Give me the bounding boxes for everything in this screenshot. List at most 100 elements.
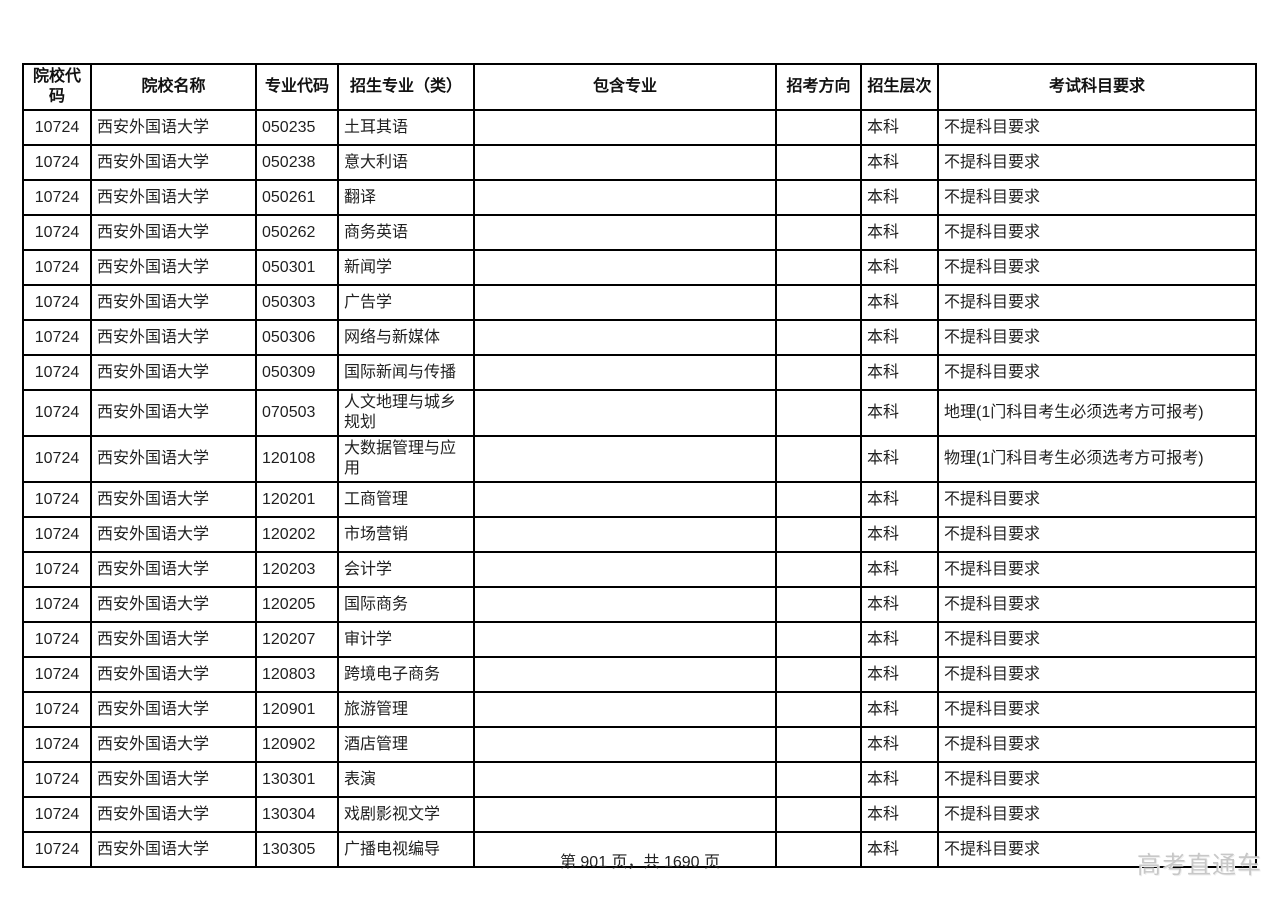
cell-included-majors bbox=[473, 109, 777, 146]
cell-major-code: 130301 bbox=[255, 761, 339, 798]
cell-college-name: 西安外国语大学 bbox=[90, 726, 257, 763]
table-row: 10724 西安外国语大学 120202 市场营销 本科 不提科目要求 bbox=[22, 516, 1257, 553]
cell-subject-requirement: 不提科目要求 bbox=[937, 551, 1257, 588]
cell-major: 土耳其语 bbox=[337, 109, 475, 146]
table-body: 10724 西安外国语大学 050235 土耳其语 本科 不提科目要求 1072… bbox=[22, 109, 1257, 868]
table-row: 10724 西安外国语大学 120901 旅游管理 本科 不提科目要求 bbox=[22, 691, 1257, 728]
cell-college-code: 10724 bbox=[22, 319, 92, 356]
cell-exam-direction bbox=[775, 109, 862, 146]
cell-subject-requirement: 不提科目要求 bbox=[937, 726, 1257, 763]
cell-subject-requirement: 不提科目要求 bbox=[937, 144, 1257, 181]
cell-college-code: 10724 bbox=[22, 179, 92, 216]
cell-major-code: 050301 bbox=[255, 249, 339, 286]
cell-college-name: 西安外国语大学 bbox=[90, 249, 257, 286]
table-row: 10724 西安外国语大学 120108 大数据管理与应用 本科 物理(1门科目… bbox=[22, 435, 1257, 483]
cell-included-majors bbox=[473, 179, 777, 216]
cell-college-code: 10724 bbox=[22, 481, 92, 518]
header-college-code: 院校代码 bbox=[22, 63, 92, 111]
cell-college-code: 10724 bbox=[22, 109, 92, 146]
cell-exam-direction bbox=[775, 691, 862, 728]
cell-subject-requirement: 物理(1门科目考生必须选考方可报考) bbox=[937, 435, 1257, 483]
cell-college-name: 西安外国语大学 bbox=[90, 319, 257, 356]
cell-major: 广播电视编导 bbox=[337, 831, 475, 868]
header-major-code: 专业代码 bbox=[255, 63, 339, 111]
cell-major-code: 120108 bbox=[255, 435, 339, 483]
cell-major-code: 050262 bbox=[255, 214, 339, 251]
cell-exam-direction bbox=[775, 249, 862, 286]
cell-college-name: 西安外国语大学 bbox=[90, 516, 257, 553]
cell-subject-requirement: 不提科目要求 bbox=[937, 516, 1257, 553]
cell-included-majors bbox=[473, 284, 777, 321]
admission-plan-table: 院校代码 院校名称 专业代码 招生专业（类） 包含专业 招考方向 招生层次 考试… bbox=[22, 63, 1257, 868]
cell-major: 跨境电子商务 bbox=[337, 656, 475, 693]
cell-enrollment-level: 本科 bbox=[860, 551, 939, 588]
cell-major: 人文地理与城乡规划 bbox=[337, 389, 475, 437]
cell-college-name: 西安外国语大学 bbox=[90, 435, 257, 483]
cell-major: 大数据管理与应用 bbox=[337, 435, 475, 483]
cell-major-code: 120902 bbox=[255, 726, 339, 763]
header-included-majors: 包含专业 bbox=[473, 63, 777, 111]
cell-major-code: 130304 bbox=[255, 796, 339, 833]
header-row: 院校代码 院校名称 专业代码 招生专业（类） 包含专业 招考方向 招生层次 考试… bbox=[22, 63, 1257, 111]
cell-major-code: 050261 bbox=[255, 179, 339, 216]
cell-exam-direction bbox=[775, 354, 862, 391]
cell-enrollment-level: 本科 bbox=[860, 691, 939, 728]
cell-college-name: 西安外国语大学 bbox=[90, 656, 257, 693]
cell-major-code: 050309 bbox=[255, 354, 339, 391]
table-row: 10724 西安外国语大学 050301 新闻学 本科 不提科目要求 bbox=[22, 249, 1257, 286]
header-subject-requirement: 考试科目要求 bbox=[937, 63, 1257, 111]
cell-major: 戏剧影视文学 bbox=[337, 796, 475, 833]
cell-major: 翻译 bbox=[337, 179, 475, 216]
cell-included-majors bbox=[473, 144, 777, 181]
table-row: 10724 西安外国语大学 130301 表演 本科 不提科目要求 bbox=[22, 761, 1257, 798]
cell-enrollment-level: 本科 bbox=[860, 214, 939, 251]
cell-college-code: 10724 bbox=[22, 726, 92, 763]
cell-college-name: 西安外国语大学 bbox=[90, 109, 257, 146]
cell-subject-requirement: 不提科目要求 bbox=[937, 249, 1257, 286]
cell-enrollment-level: 本科 bbox=[860, 726, 939, 763]
cell-exam-direction bbox=[775, 214, 862, 251]
cell-major: 审计学 bbox=[337, 621, 475, 658]
cell-major: 国际新闻与传播 bbox=[337, 354, 475, 391]
cell-exam-direction bbox=[775, 726, 862, 763]
cell-subject-requirement: 不提科目要求 bbox=[937, 354, 1257, 391]
cell-major-code: 120901 bbox=[255, 691, 339, 728]
table-row: 10724 西安外国语大学 070503 人文地理与城乡规划 本科 地理(1门科… bbox=[22, 389, 1257, 437]
table-row: 10724 西安外国语大学 050262 商务英语 本科 不提科目要求 bbox=[22, 214, 1257, 251]
cell-included-majors bbox=[473, 516, 777, 553]
cell-exam-direction bbox=[775, 389, 862, 437]
cell-major: 市场营销 bbox=[337, 516, 475, 553]
cell-subject-requirement: 不提科目要求 bbox=[937, 656, 1257, 693]
table-row: 10724 西安外国语大学 120902 酒店管理 本科 不提科目要求 bbox=[22, 726, 1257, 763]
table-row: 10724 西安外国语大学 050238 意大利语 本科 不提科目要求 bbox=[22, 144, 1257, 181]
cell-exam-direction bbox=[775, 319, 862, 356]
cell-exam-direction bbox=[775, 284, 862, 321]
cell-subject-requirement: 不提科目要求 bbox=[937, 831, 1257, 868]
cell-major: 商务英语 bbox=[337, 214, 475, 251]
cell-included-majors bbox=[473, 435, 777, 483]
cell-subject-requirement: 地理(1门科目考生必须选考方可报考) bbox=[937, 389, 1257, 437]
cell-college-code: 10724 bbox=[22, 249, 92, 286]
cell-enrollment-level: 本科 bbox=[860, 831, 939, 868]
cell-major-code: 050235 bbox=[255, 109, 339, 146]
cell-subject-requirement: 不提科目要求 bbox=[937, 284, 1257, 321]
table-row: 10724 西安外国语大学 120205 国际商务 本科 不提科目要求 bbox=[22, 586, 1257, 623]
cell-included-majors bbox=[473, 761, 777, 798]
header-major: 招生专业（类） bbox=[337, 63, 475, 111]
cell-enrollment-level: 本科 bbox=[860, 621, 939, 658]
cell-included-majors bbox=[473, 796, 777, 833]
cell-subject-requirement: 不提科目要求 bbox=[937, 109, 1257, 146]
cell-included-majors bbox=[473, 726, 777, 763]
cell-included-majors bbox=[473, 656, 777, 693]
cell-major: 会计学 bbox=[337, 551, 475, 588]
cell-exam-direction bbox=[775, 796, 862, 833]
cell-major-code: 120205 bbox=[255, 586, 339, 623]
cell-enrollment-level: 本科 bbox=[860, 435, 939, 483]
header-college-name: 院校名称 bbox=[90, 63, 257, 111]
cell-college-name: 西安外国语大学 bbox=[90, 179, 257, 216]
cell-college-name: 西安外国语大学 bbox=[90, 761, 257, 798]
table-row: 10724 西安外国语大学 120803 跨境电子商务 本科 不提科目要求 bbox=[22, 656, 1257, 693]
cell-included-majors bbox=[473, 691, 777, 728]
table-row: 10724 西安外国语大学 130305 广播电视编导 本科 不提科目要求 bbox=[22, 831, 1257, 868]
cell-enrollment-level: 本科 bbox=[860, 481, 939, 518]
